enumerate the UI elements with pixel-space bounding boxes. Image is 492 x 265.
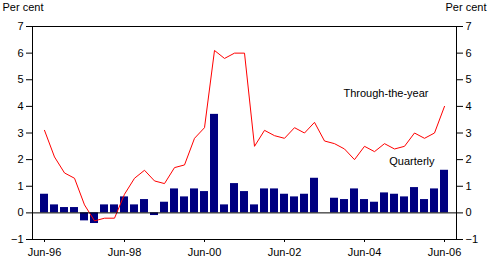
svg-text:5: 5 bbox=[466, 73, 472, 85]
svg-text:−1: −1 bbox=[11, 233, 24, 245]
svg-text:6: 6 bbox=[17, 47, 23, 59]
svg-text:Quarterly: Quarterly bbox=[389, 155, 435, 167]
svg-text:Jun-04: Jun-04 bbox=[348, 246, 382, 258]
svg-text:7: 7 bbox=[17, 20, 23, 32]
svg-text:2: 2 bbox=[466, 153, 472, 165]
svg-text:5: 5 bbox=[17, 73, 23, 85]
svg-text:4: 4 bbox=[17, 100, 23, 112]
svg-text:7: 7 bbox=[466, 20, 472, 32]
svg-text:3: 3 bbox=[17, 127, 23, 139]
svg-text:Per cent: Per cent bbox=[3, 1, 44, 13]
svg-text:Jun-96: Jun-96 bbox=[28, 246, 62, 258]
svg-text:0: 0 bbox=[466, 206, 472, 218]
svg-text:4: 4 bbox=[466, 100, 472, 112]
svg-text:Jun-00: Jun-00 bbox=[188, 246, 222, 258]
svg-text:6: 6 bbox=[466, 47, 472, 59]
svg-text:1: 1 bbox=[466, 180, 472, 192]
svg-text:Per cent: Per cent bbox=[446, 1, 487, 13]
svg-text:Jun-02: Jun-02 bbox=[268, 246, 302, 258]
svg-text:2: 2 bbox=[17, 153, 23, 165]
svg-text:0: 0 bbox=[17, 206, 23, 218]
svg-text:1: 1 bbox=[17, 180, 23, 192]
svg-text:−1: −1 bbox=[466, 233, 479, 245]
svg-text:Jun-06: Jun-06 bbox=[428, 246, 462, 258]
svg-text:3: 3 bbox=[466, 127, 472, 139]
svg-text:Through-the-year: Through-the-year bbox=[344, 87, 429, 99]
svg-text:Jun-98: Jun-98 bbox=[108, 246, 142, 258]
